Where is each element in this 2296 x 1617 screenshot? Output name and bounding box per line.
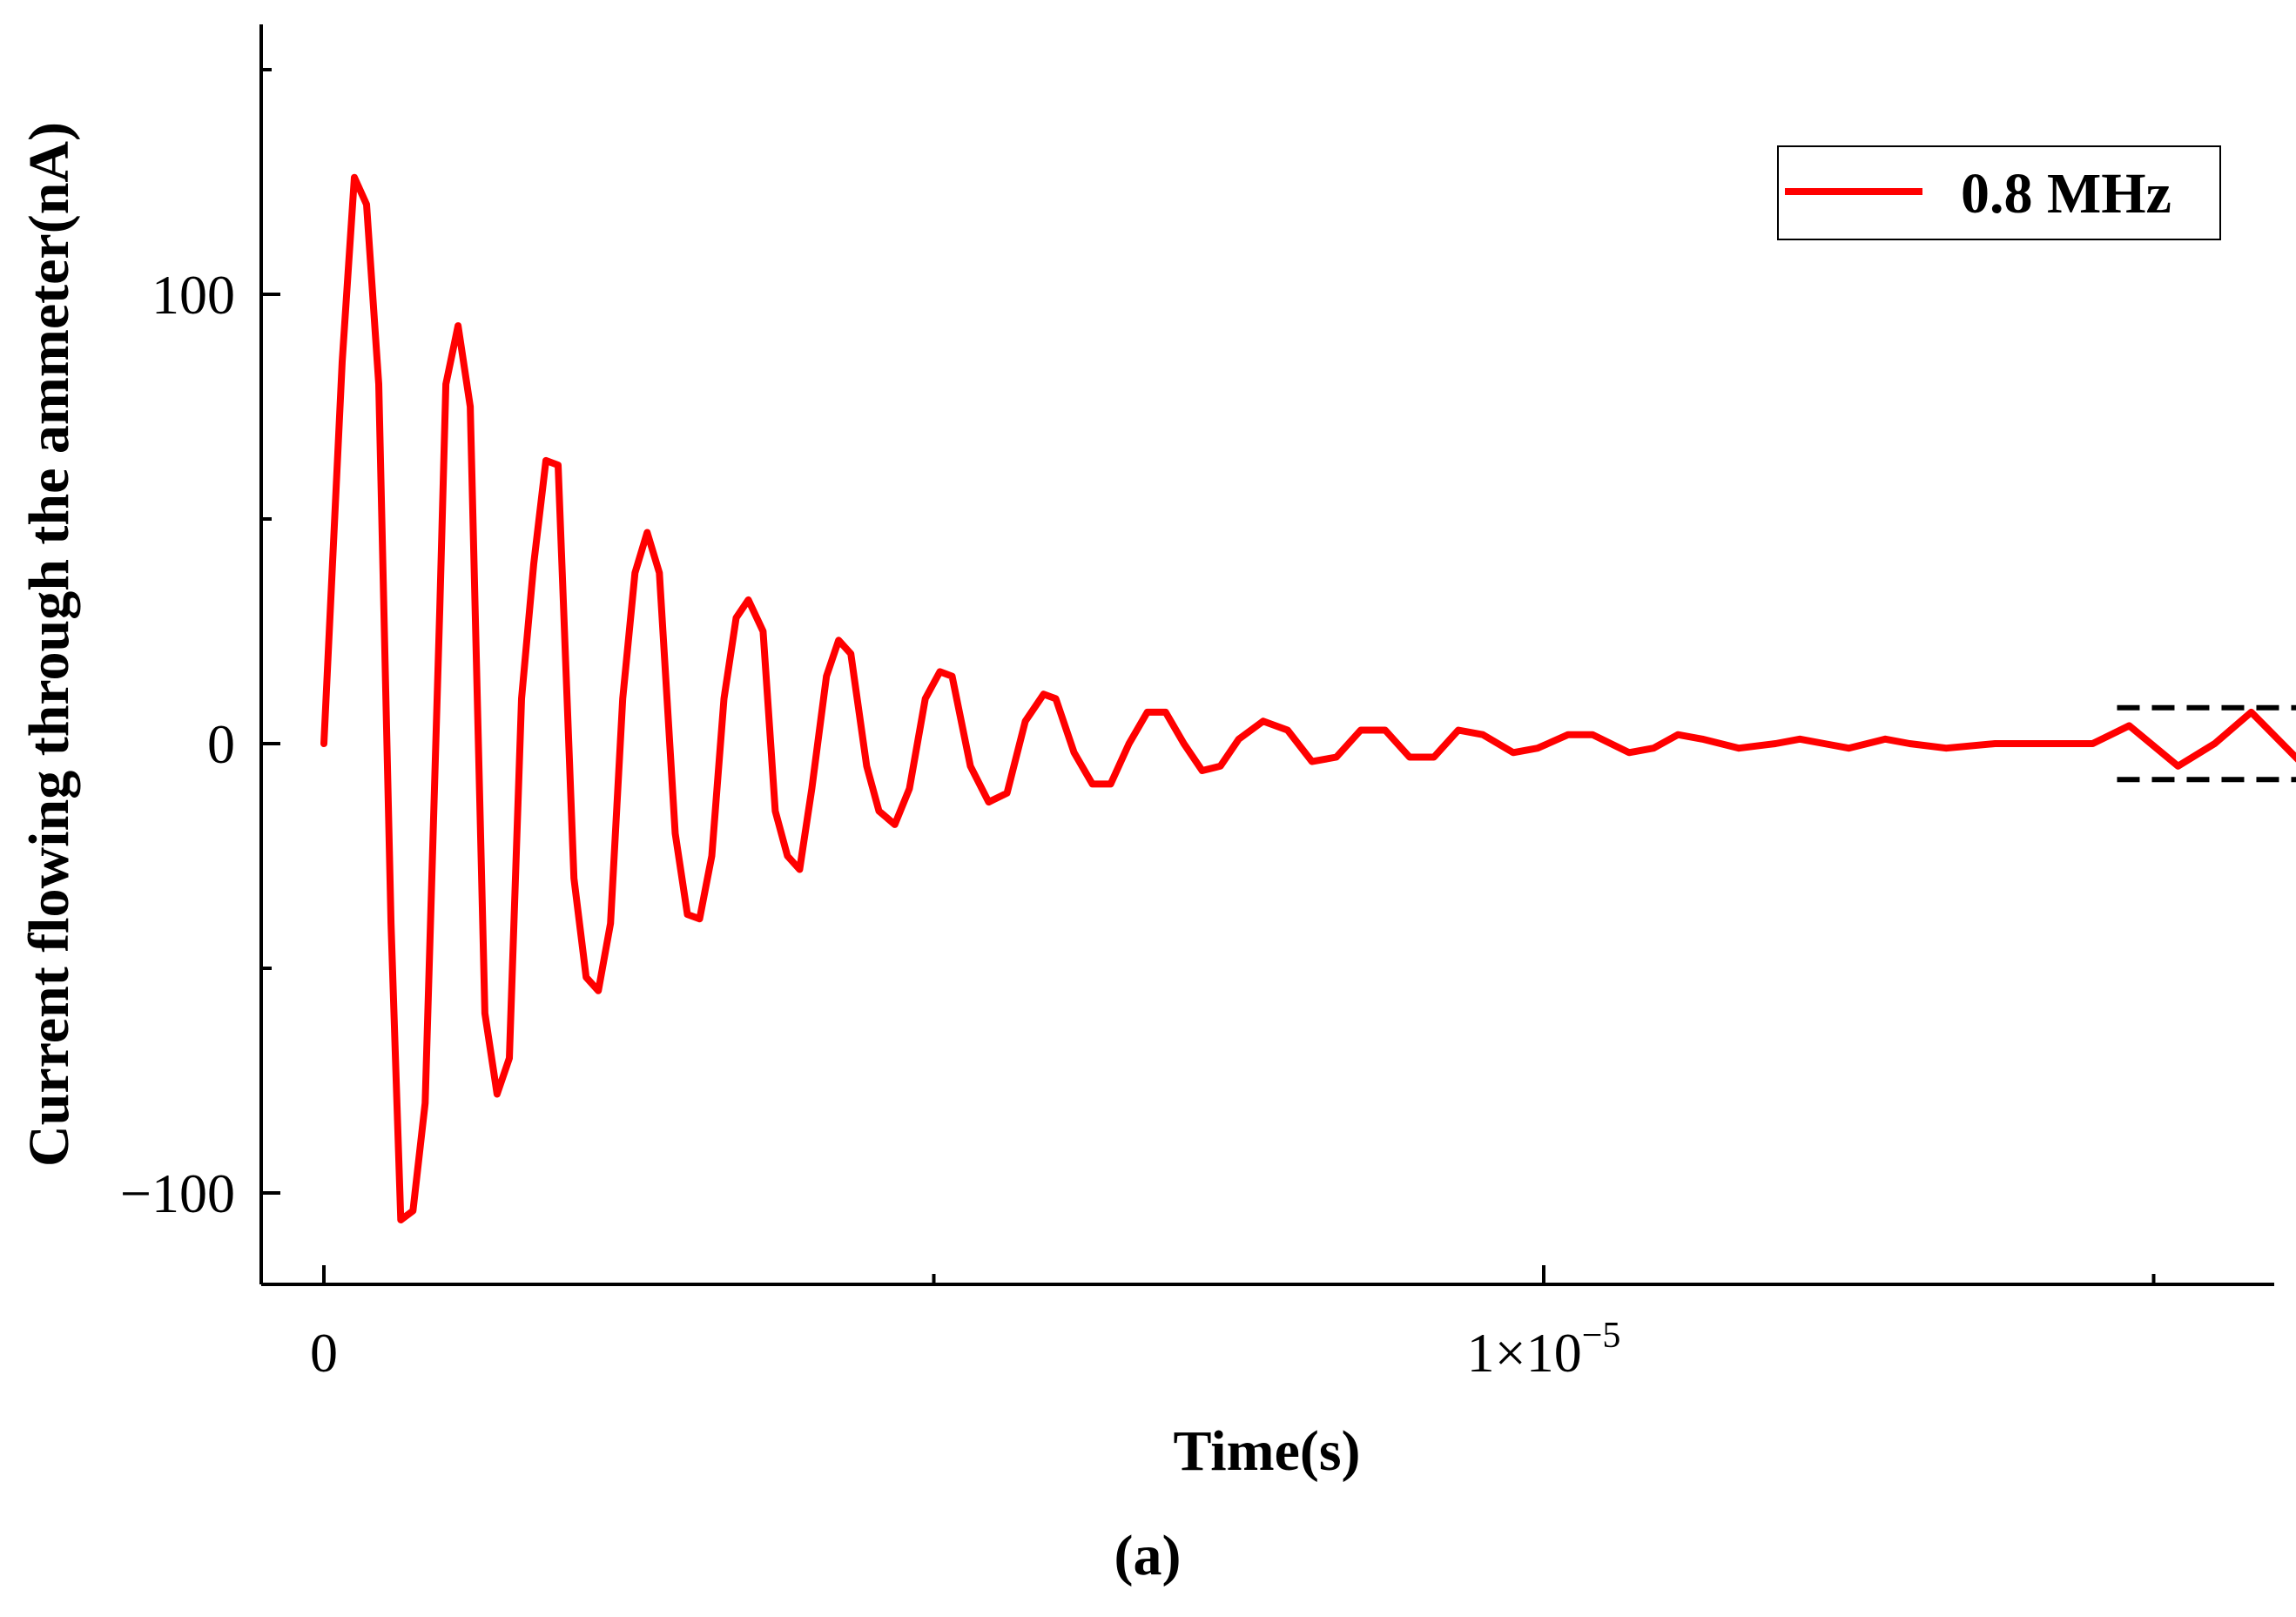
x-tick-label: 0 [310,1322,338,1384]
series-line [320,173,2296,1223]
legend: 0.8 MHz [1777,145,2221,240]
annotations [2117,704,2296,783]
axes [259,24,2274,1286]
figure-caption: (a) [1114,1524,1182,1587]
x-axis-label: Time(s) [1173,1419,1360,1483]
y-tick-label: 100 [151,264,235,326]
tick-marks [261,68,2156,1284]
legend-entry: 0.8 MHz [1961,162,2171,226]
series-0.8mhz [320,173,2296,1223]
y-tick-label: −100 [120,1162,235,1224]
x-tick-label: 1×10−5 [1467,1316,1621,1384]
y-tick-label: 0 [207,713,235,775]
y-axis-label: Current flowing through the ammeter(nA) [17,122,81,1167]
